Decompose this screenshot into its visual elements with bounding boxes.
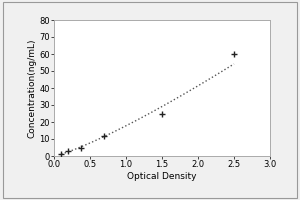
X-axis label: Optical Density: Optical Density <box>127 172 197 181</box>
Y-axis label: Concentration(ng/mL): Concentration(ng/mL) <box>27 38 36 138</box>
